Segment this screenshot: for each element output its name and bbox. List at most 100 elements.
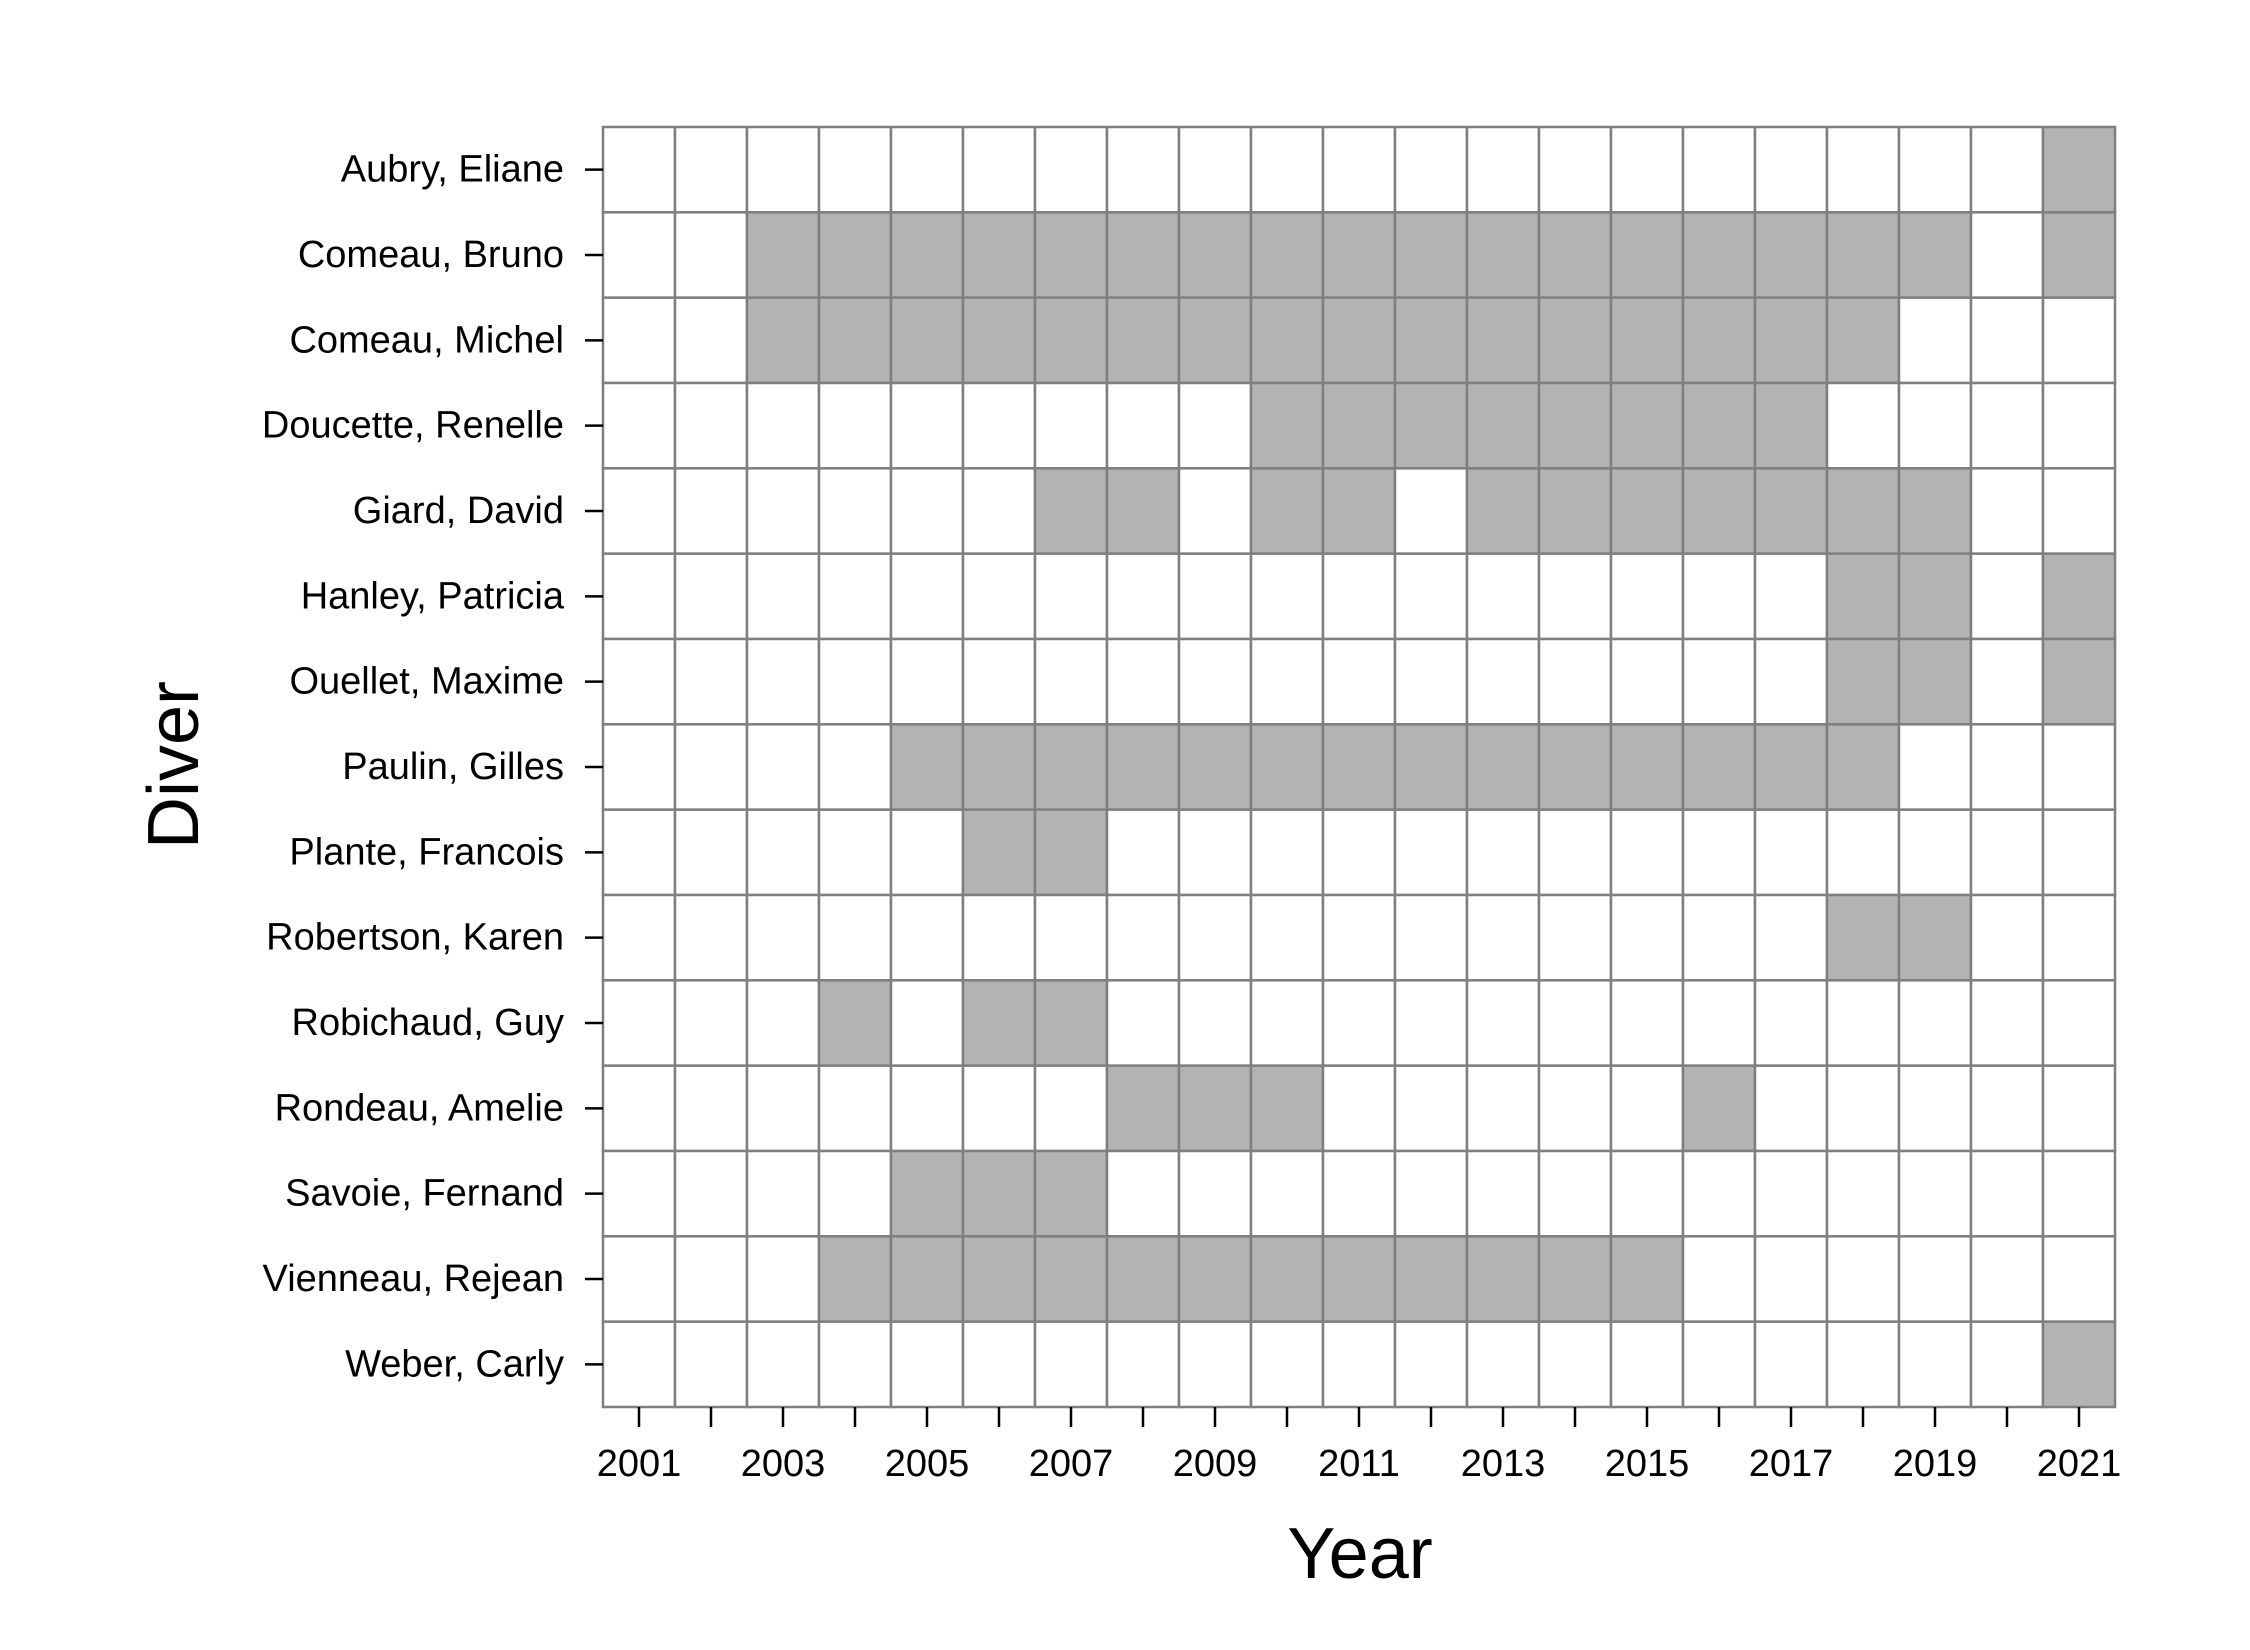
y-tick-label: Aubry, Eliane: [341, 149, 564, 191]
cell-Weber, Carly-2019: [1897, 1320, 1973, 1409]
cell-Paulin, Gilles-2019: [1897, 723, 1973, 811]
cell-Weber, Carly-2018: [1825, 1320, 1901, 1409]
cell-Hanley, Patricia-2003: [745, 552, 821, 641]
x-tick-label: 2007: [1029, 1443, 1114, 1485]
cell-Vienneau, Rejean-2001: [601, 1235, 677, 1323]
cell-Robertson, Karen-2015: [1609, 893, 1685, 982]
cell-Robichaud, Guy-2017: [1753, 979, 1829, 1067]
cell-Comeau, Michel-2021: [2041, 296, 2117, 385]
cell-Vienneau, Rejean-2002: [673, 1235, 749, 1323]
cell-Doucette, Renelle-2005: [889, 381, 965, 470]
y-tick-label: Robertson, Karen: [266, 917, 564, 959]
cell-Vienneau, Rejean-2005: [889, 1235, 965, 1323]
cell-Comeau, Bruno-2009: [1177, 211, 1253, 299]
cell-Weber, Carly-2010: [1249, 1320, 1325, 1409]
cell-Robertson, Karen-2011: [1321, 893, 1397, 982]
cell-Ouellet, Maxime-2003: [745, 637, 821, 726]
cell-Robertson, Karen-2001: [601, 893, 677, 982]
cell-Comeau, Bruno-2013: [1465, 211, 1541, 299]
cell-Robichaud, Guy-2012: [1393, 979, 1469, 1067]
cell-Hanley, Patricia-2009: [1177, 552, 1253, 641]
cell-Rondeau, Amelie-2016: [1681, 1064, 1757, 1153]
cell-Paulin, Gilles-2015: [1609, 723, 1685, 811]
cell-Rondeau, Amelie-2005: [889, 1064, 965, 1153]
cell-Robertson, Karen-2019: [1897, 893, 1973, 982]
cell-Vienneau, Rejean-2015: [1609, 1235, 1685, 1323]
cell-Vienneau, Rejean-2019: [1897, 1235, 1973, 1323]
cell-Hanley, Patricia-2002: [673, 552, 749, 641]
cell-Giard, David-2004: [817, 467, 893, 555]
cell-Rondeau, Amelie-2004: [817, 1064, 893, 1153]
cell-Rondeau, Amelie-2003: [745, 1064, 821, 1153]
cell-Paulin, Gilles-2013: [1465, 723, 1541, 811]
cell-Robertson, Karen-2017: [1753, 893, 1829, 982]
cell-Doucette, Renelle-2001: [601, 381, 677, 470]
y-tick-label: Robichaud, Guy: [292, 1002, 565, 1044]
cell-Hanley, Patricia-2013: [1465, 552, 1541, 641]
cell-Giard, David-2001: [601, 467, 677, 555]
cell-Giard, David-2002: [673, 467, 749, 555]
cell-Comeau, Bruno-2002: [673, 211, 749, 299]
cell-Aubry, Eliane-2013: [1465, 125, 1541, 214]
cell-Aubry, Eliane-2020: [1969, 125, 2045, 214]
cell-Doucette, Renelle-2021: [2041, 381, 2117, 470]
cell-Weber, Carly-2011: [1321, 1320, 1397, 1409]
y-tick-label: Savoie, Fernand: [285, 1173, 564, 1215]
y-tick-label: Paulin, Gilles: [342, 746, 564, 788]
cell-Comeau, Bruno-2014: [1537, 211, 1613, 299]
cell-Savoie, Fernand-2017: [1753, 1149, 1829, 1238]
cell-Paulin, Gilles-2005: [889, 723, 965, 811]
cell-Comeau, Michel-2016: [1681, 296, 1757, 385]
cell-Comeau, Michel-2005: [889, 296, 965, 385]
heatmap-cells: [601, 125, 2117, 1409]
cell-Vienneau, Rejean-2012: [1393, 1235, 1469, 1323]
cell-Comeau, Michel-2009: [1177, 296, 1253, 385]
cell-Comeau, Michel-2019: [1897, 296, 1973, 385]
cell-Robertson, Karen-2014: [1537, 893, 1613, 982]
cell-Robichaud, Guy-2008: [1105, 979, 1181, 1067]
cell-Ouellet, Maxime-2018: [1825, 637, 1901, 726]
cell-Plante, Francois-2005: [889, 808, 965, 897]
cell-Ouellet, Maxime-2016: [1681, 637, 1757, 726]
cell-Hanley, Patricia-2006: [961, 552, 1037, 641]
cell-Aubry, Eliane-2012: [1393, 125, 1469, 214]
y-axis: Aubry, Eliane Comeau, Bruno Comeau, Michel…: [262, 149, 603, 1385]
cell-Vienneau, Rejean-2011: [1321, 1235, 1397, 1323]
cell-Paulin, Gilles-2020: [1969, 723, 2045, 811]
y-tick-label: Comeau, Bruno: [298, 234, 564, 276]
cell-Robertson, Karen-2016: [1681, 893, 1757, 982]
cell-Paulin, Gilles-2004: [817, 723, 893, 811]
cell-Paulin, Gilles-2017: [1753, 723, 1829, 811]
cell-Robertson, Karen-2012: [1393, 893, 1469, 982]
cell-Ouellet, Maxime-2021: [2041, 637, 2117, 726]
cell-Hanley, Patricia-2008: [1105, 552, 1181, 641]
cell-Doucette, Renelle-2015: [1609, 381, 1685, 470]
cell-Hanley, Patricia-2001: [601, 552, 677, 641]
cell-Robichaud, Guy-2003: [745, 979, 821, 1067]
cell-Vienneau, Rejean-2014: [1537, 1235, 1613, 1323]
cell-Savoie, Fernand-2001: [601, 1149, 677, 1238]
cell-Comeau, Bruno-2004: [817, 211, 893, 299]
cell-Hanley, Patricia-2011: [1321, 552, 1397, 641]
cell-Comeau, Bruno-2005: [889, 211, 965, 299]
cell-Ouellet, Maxime-2001: [601, 637, 677, 726]
x-tick-label: 2021: [2037, 1443, 2122, 1485]
cell-Comeau, Bruno-2010: [1249, 211, 1325, 299]
cell-Comeau, Michel-2004: [817, 296, 893, 385]
cell-Aubry, Eliane-2005: [889, 125, 965, 214]
cell-Hanley, Patricia-2021: [2041, 552, 2117, 641]
cell-Paulin, Gilles-2021: [2041, 723, 2117, 811]
cell-Giard, David-2008: [1105, 467, 1181, 555]
cell-Weber, Carly-2013: [1465, 1320, 1541, 1409]
cell-Giard, David-2017: [1753, 467, 1829, 555]
cell-Robertson, Karen-2005: [889, 893, 965, 982]
cell-Savoie, Fernand-2002: [673, 1149, 749, 1238]
cell-Aubry, Eliane-2018: [1825, 125, 1901, 214]
cell-Vienneau, Rejean-2017: [1753, 1235, 1829, 1323]
cell-Ouellet, Maxime-2019: [1897, 637, 1973, 726]
y-tick-label: Ouellet, Maxime: [289, 661, 564, 703]
cell-Doucette, Renelle-2012: [1393, 381, 1469, 470]
cell-Savoie, Fernand-2011: [1321, 1149, 1397, 1238]
cell-Giard, David-2016: [1681, 467, 1757, 555]
cell-Robichaud, Guy-2010: [1249, 979, 1325, 1067]
